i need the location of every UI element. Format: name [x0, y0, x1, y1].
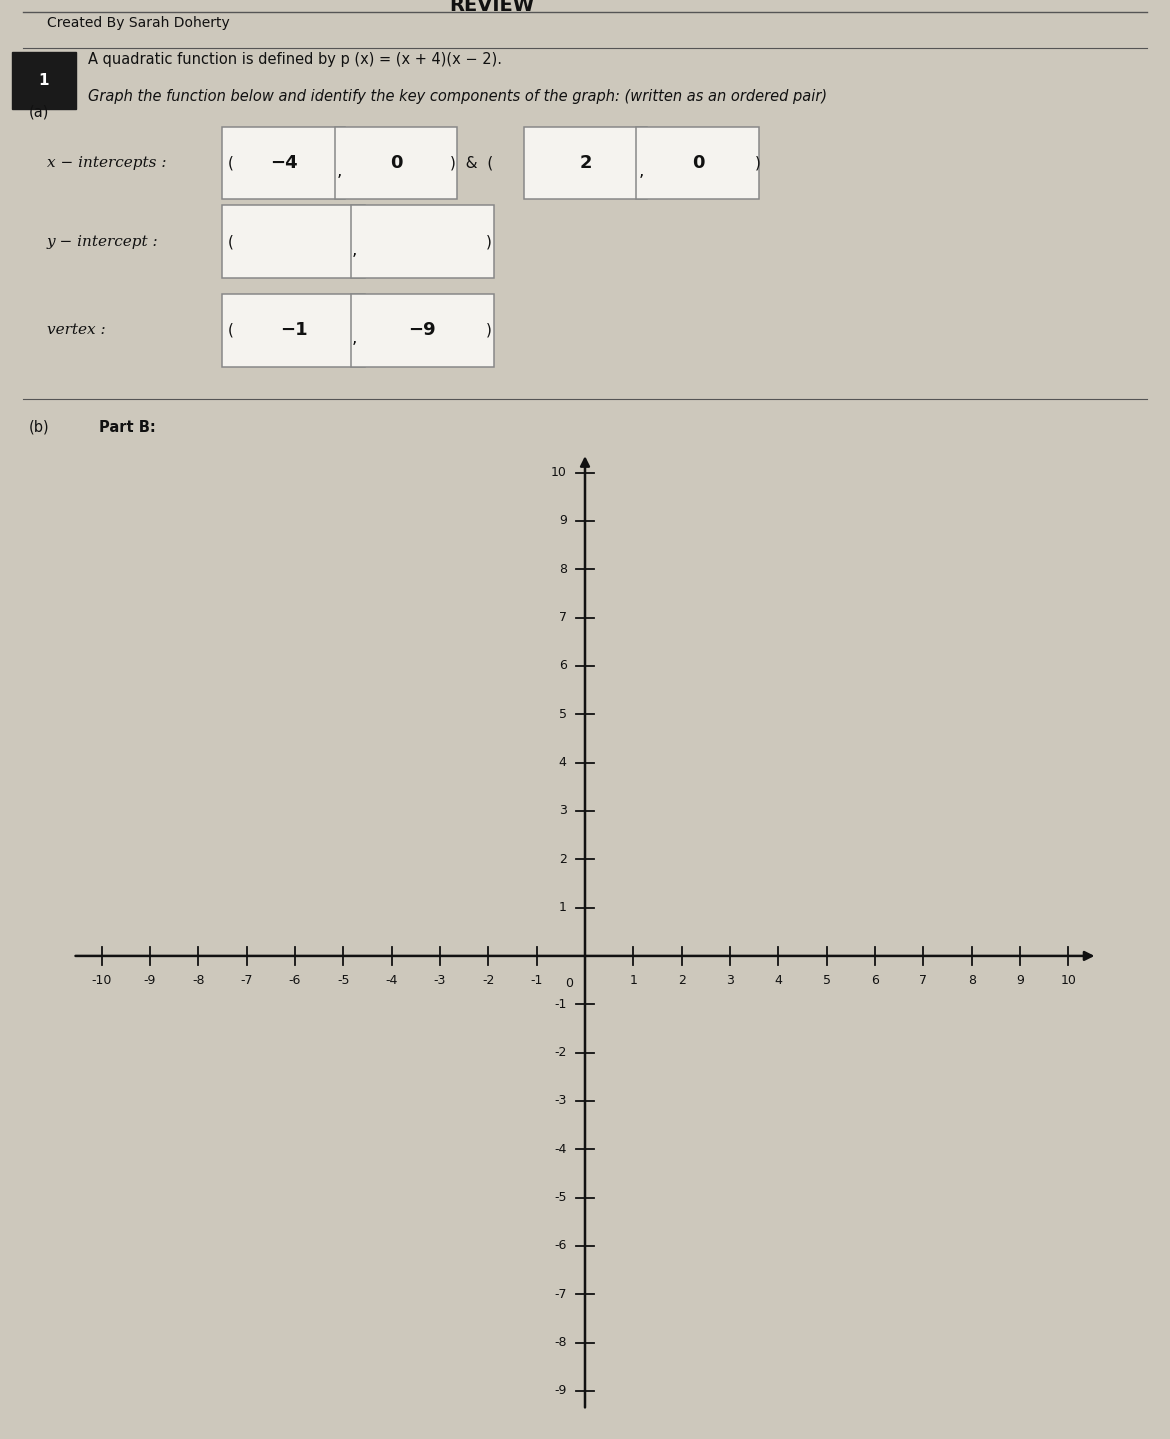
Text: ): ) — [755, 155, 760, 171]
FancyBboxPatch shape — [222, 127, 345, 200]
Text: 1: 1 — [629, 974, 638, 987]
Text: 9: 9 — [1016, 974, 1024, 987]
Text: -10: -10 — [91, 974, 112, 987]
Text: x − intercepts :: x − intercepts : — [47, 157, 166, 170]
Text: −9: −9 — [408, 321, 436, 340]
Text: -8: -8 — [555, 1335, 566, 1348]
Text: 2: 2 — [579, 154, 592, 173]
Text: −4: −4 — [270, 154, 297, 173]
Text: 5: 5 — [558, 708, 566, 721]
Text: 10: 10 — [551, 466, 566, 479]
Text: -2: -2 — [555, 1046, 566, 1059]
Text: -2: -2 — [482, 974, 495, 987]
Text: -4: -4 — [385, 974, 398, 987]
Text: ,: , — [639, 163, 644, 180]
Text: -9: -9 — [555, 1384, 566, 1397]
Text: y − intercept :: y − intercept : — [47, 235, 158, 249]
FancyBboxPatch shape — [351, 206, 494, 278]
Text: 6: 6 — [870, 974, 879, 987]
FancyBboxPatch shape — [222, 206, 365, 278]
Text: -3: -3 — [555, 1095, 566, 1108]
Text: 4: 4 — [559, 755, 566, 768]
Text: 1: 1 — [39, 73, 49, 88]
Text: A quadratic function is defined by p (x) = (x + 4)(x − 2).: A quadratic function is defined by p (x)… — [88, 52, 502, 68]
Text: ): ) — [486, 235, 491, 249]
FancyBboxPatch shape — [636, 127, 759, 200]
Text: -3: -3 — [434, 974, 446, 987]
Text: ,: , — [352, 240, 357, 259]
Text: 7: 7 — [920, 974, 928, 987]
Text: 7: 7 — [558, 612, 566, 625]
Text: (: ( — [228, 235, 234, 249]
Text: 4: 4 — [775, 974, 783, 987]
Text: ,: , — [352, 330, 357, 347]
Text: 0: 0 — [565, 977, 573, 990]
Text: -5: -5 — [337, 974, 350, 987]
Text: -8: -8 — [192, 974, 205, 987]
Text: -6: -6 — [555, 1239, 566, 1252]
Text: 3: 3 — [727, 974, 734, 987]
Text: Graph the function below and identify the key components of the graph: (written : Graph the function below and identify th… — [88, 89, 827, 104]
FancyBboxPatch shape — [524, 127, 647, 200]
Text: -7: -7 — [555, 1288, 566, 1301]
Text: 3: 3 — [559, 804, 566, 817]
Text: 9: 9 — [559, 515, 566, 528]
Text: 8: 8 — [558, 563, 566, 576]
FancyBboxPatch shape — [335, 127, 457, 200]
Text: ,: , — [337, 163, 342, 180]
Text: 1: 1 — [559, 901, 566, 914]
FancyBboxPatch shape — [351, 294, 494, 367]
FancyBboxPatch shape — [222, 294, 365, 367]
Text: (b): (b) — [29, 420, 50, 435]
FancyBboxPatch shape — [12, 52, 76, 109]
Text: -1: -1 — [530, 974, 543, 987]
Text: REVIEW: REVIEW — [449, 0, 534, 14]
Text: -4: -4 — [555, 1143, 566, 1156]
Text: 6: 6 — [559, 659, 566, 672]
Text: 2: 2 — [677, 974, 686, 987]
Text: 5: 5 — [823, 974, 831, 987]
Text: 0: 0 — [390, 154, 402, 173]
Text: -9: -9 — [144, 974, 157, 987]
Text: -7: -7 — [241, 974, 253, 987]
Text: -5: -5 — [555, 1191, 566, 1204]
Text: (: ( — [228, 155, 234, 171]
Text: 2: 2 — [559, 853, 566, 866]
Text: 0: 0 — [691, 154, 704, 173]
Text: (: ( — [228, 322, 234, 338]
Text: )  &  (: ) & ( — [450, 155, 494, 171]
Text: 8: 8 — [968, 974, 976, 987]
Text: -6: -6 — [289, 974, 301, 987]
Text: (a): (a) — [29, 105, 49, 119]
Text: -1: -1 — [555, 997, 566, 1010]
Text: Created By Sarah Doherty: Created By Sarah Doherty — [47, 16, 229, 30]
Text: ): ) — [486, 322, 491, 338]
Text: vertex :: vertex : — [47, 324, 105, 337]
Text: Part B:: Part B: — [99, 420, 157, 435]
Text: 10: 10 — [1060, 974, 1076, 987]
Text: −1: −1 — [280, 321, 308, 340]
